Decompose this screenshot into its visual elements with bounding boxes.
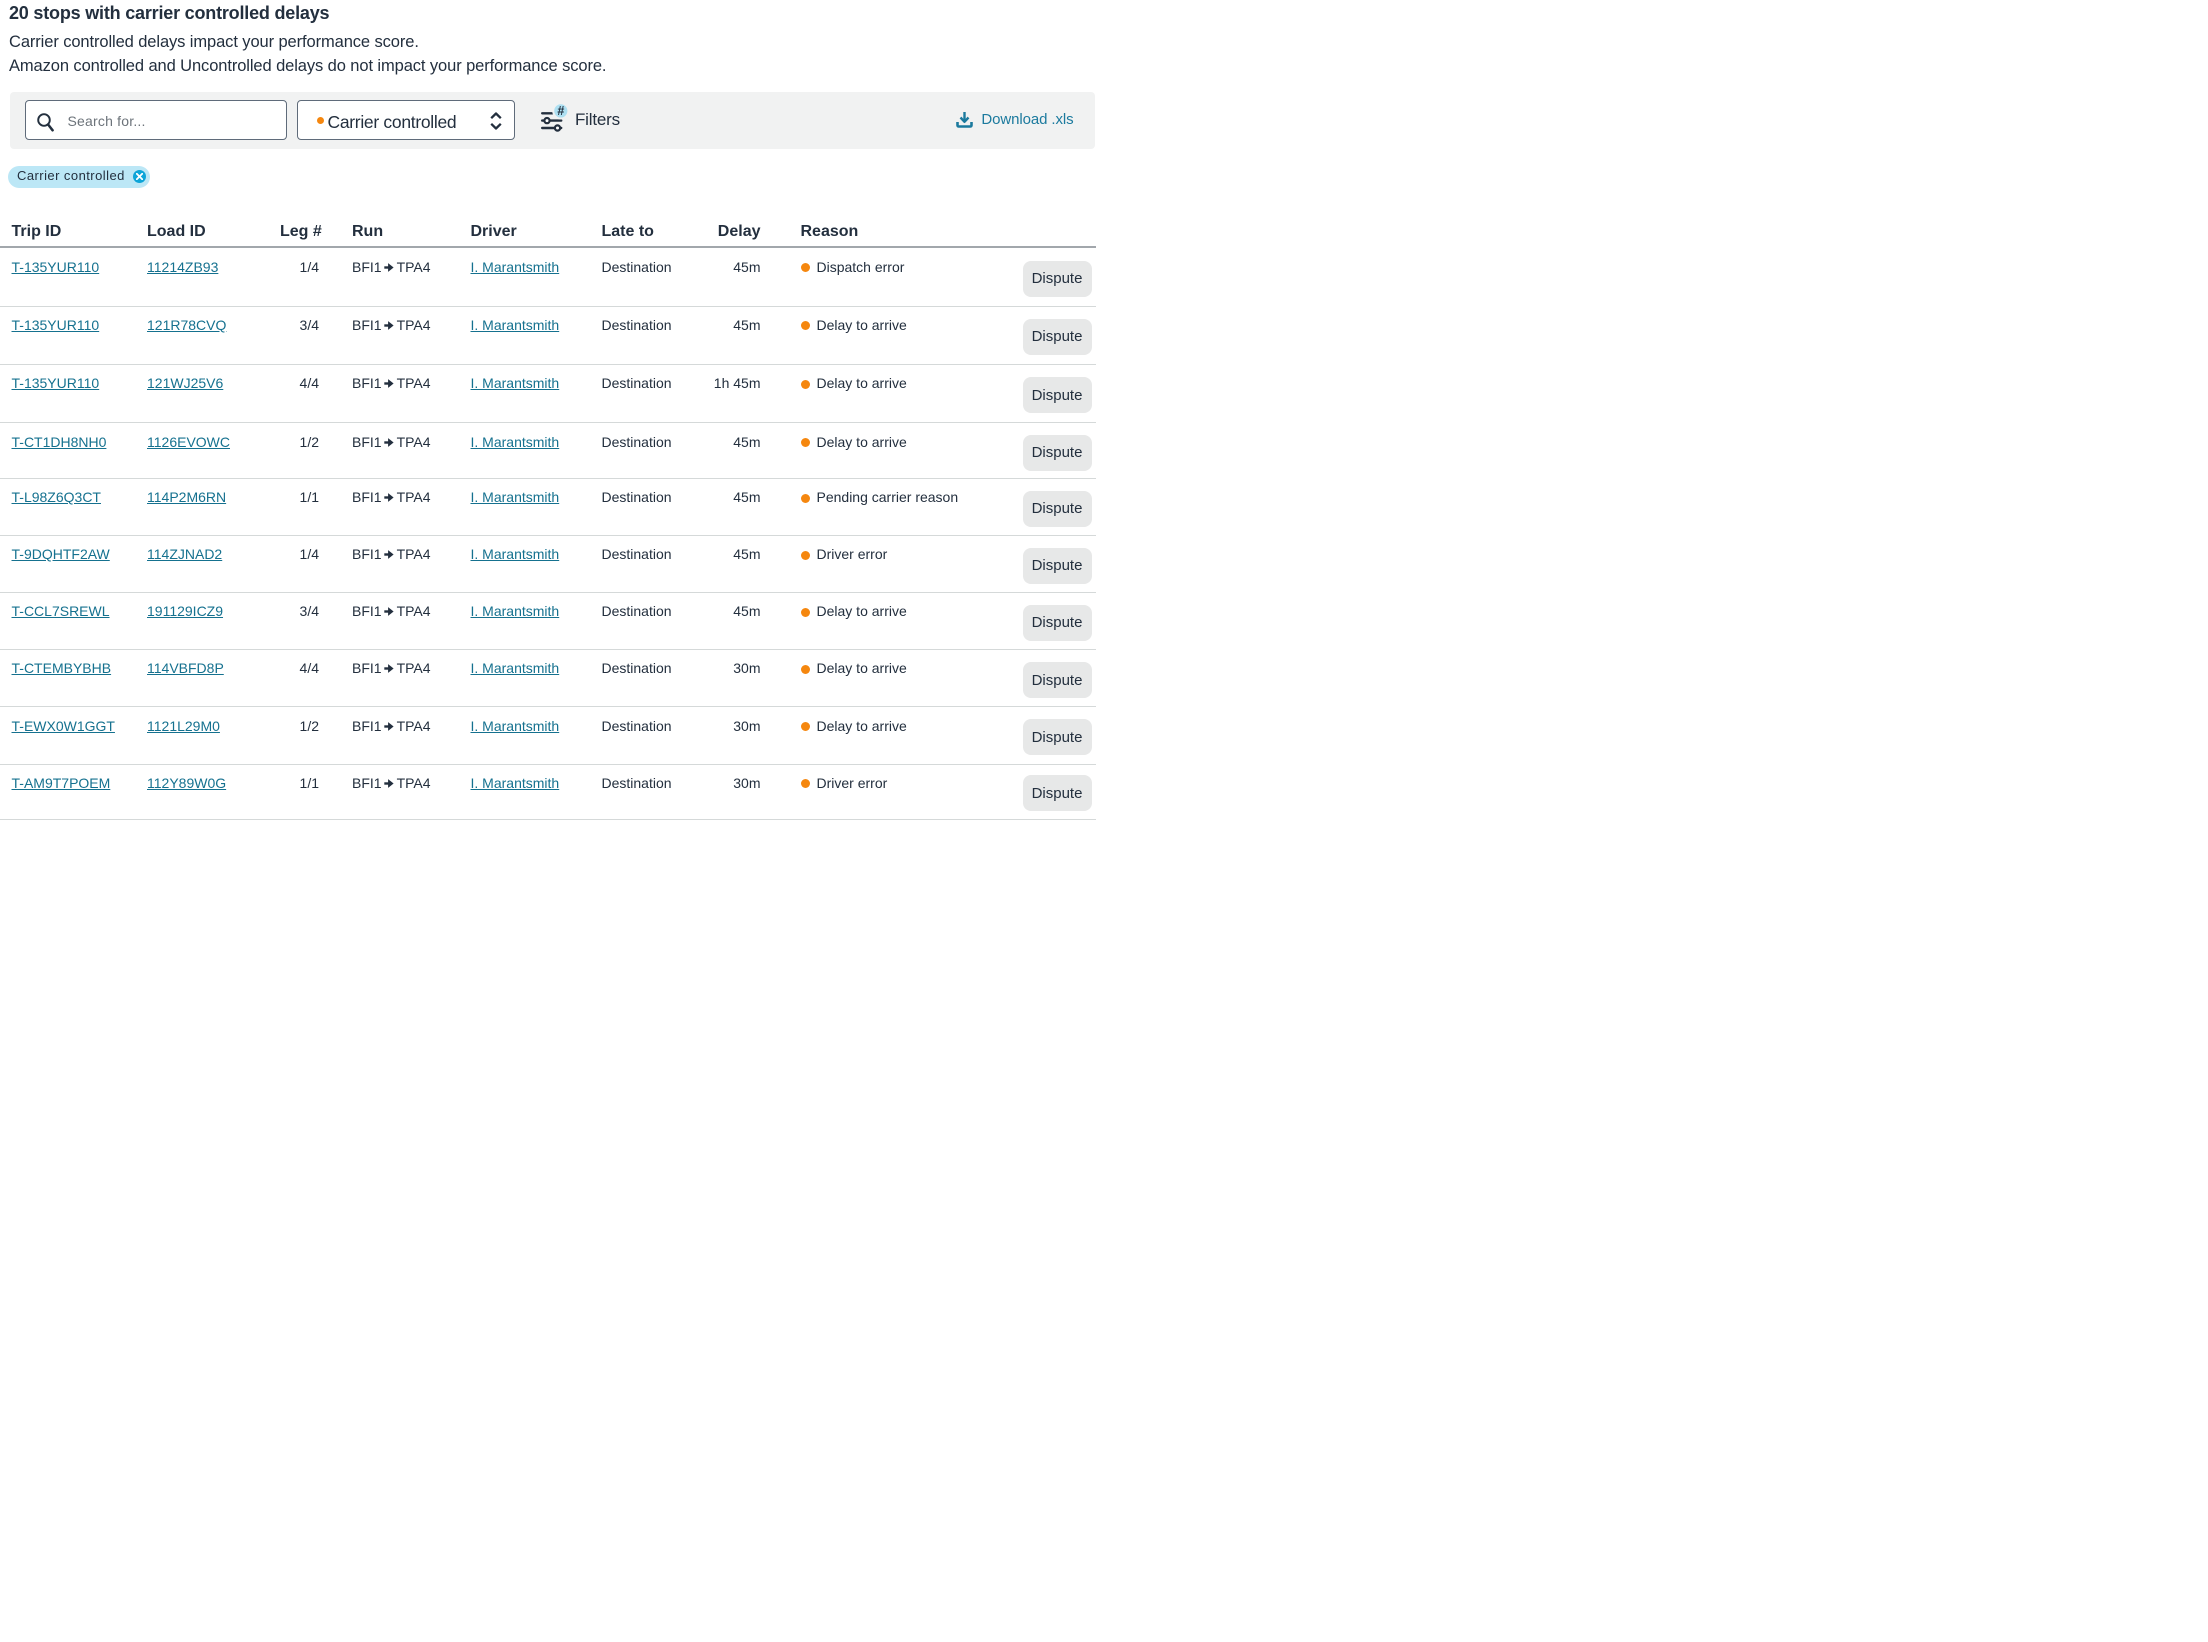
svg-text:#: #	[557, 104, 564, 118]
